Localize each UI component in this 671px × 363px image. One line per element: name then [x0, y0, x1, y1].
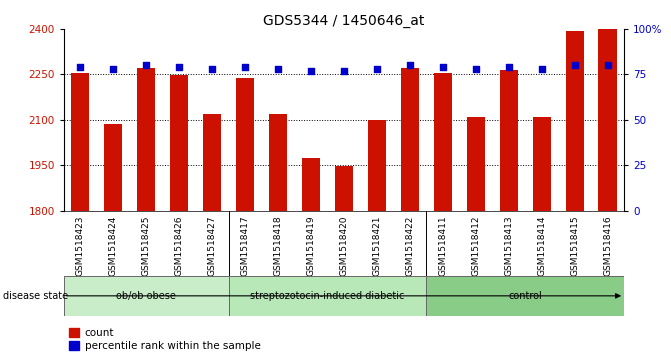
Point — [536, 66, 547, 72]
Bar — [533, 117, 551, 211]
Point — [338, 68, 349, 74]
Text: GSM1518417: GSM1518417 — [240, 216, 250, 276]
Text: disease state: disease state — [3, 291, 68, 301]
Bar — [466, 117, 484, 211]
Text: GSM1518421: GSM1518421 — [372, 216, 381, 276]
Text: ob/ob obese: ob/ob obese — [116, 291, 176, 301]
Text: GSM1518411: GSM1518411 — [438, 216, 448, 276]
Title: GDS5344 / 1450646_at: GDS5344 / 1450646_at — [263, 14, 425, 28]
Bar — [433, 73, 452, 211]
Point — [470, 66, 481, 72]
Text: GSM1518419: GSM1518419 — [307, 216, 315, 276]
Text: GSM1518416: GSM1518416 — [603, 216, 612, 276]
Text: GSM1518425: GSM1518425 — [142, 216, 151, 276]
Point — [108, 66, 119, 72]
Point — [174, 64, 185, 70]
Bar — [137, 68, 155, 211]
Point — [207, 66, 217, 72]
Bar — [170, 75, 188, 211]
Point — [405, 62, 415, 68]
Bar — [566, 30, 584, 211]
Point — [305, 68, 316, 74]
Text: GSM1518423: GSM1518423 — [76, 216, 85, 276]
Text: GSM1518412: GSM1518412 — [471, 216, 480, 276]
Point — [437, 64, 448, 70]
Point — [602, 62, 613, 68]
Text: GSM1518413: GSM1518413 — [504, 216, 513, 276]
Bar — [368, 120, 386, 211]
Text: GSM1518415: GSM1518415 — [570, 216, 579, 276]
FancyBboxPatch shape — [64, 276, 229, 316]
FancyBboxPatch shape — [229, 276, 426, 316]
FancyBboxPatch shape — [426, 276, 624, 316]
Text: GSM1518424: GSM1518424 — [109, 216, 117, 276]
Bar — [104, 124, 122, 211]
Text: GSM1518427: GSM1518427 — [207, 216, 217, 276]
Point — [240, 64, 250, 70]
Legend: count, percentile rank within the sample: count, percentile rank within the sample — [69, 328, 260, 351]
Bar — [203, 114, 221, 211]
Point — [75, 64, 86, 70]
Point — [372, 66, 382, 72]
Point — [141, 62, 152, 68]
Text: GSM1518426: GSM1518426 — [174, 216, 184, 276]
Text: GSM1518420: GSM1518420 — [340, 216, 348, 276]
Bar — [335, 166, 353, 211]
Bar — [500, 70, 518, 211]
Text: GSM1518422: GSM1518422 — [405, 216, 414, 276]
Point — [503, 64, 514, 70]
Bar — [401, 68, 419, 211]
Text: streptozotocin-induced diabetic: streptozotocin-induced diabetic — [250, 291, 405, 301]
Text: GSM1518414: GSM1518414 — [537, 216, 546, 276]
Text: control: control — [508, 291, 542, 301]
Point — [569, 62, 580, 68]
Bar — [302, 158, 320, 211]
Text: GSM1518418: GSM1518418 — [274, 216, 282, 276]
Bar — [236, 78, 254, 211]
Bar — [599, 29, 617, 211]
Bar — [71, 73, 89, 211]
Point — [272, 66, 283, 72]
Bar — [269, 114, 287, 211]
